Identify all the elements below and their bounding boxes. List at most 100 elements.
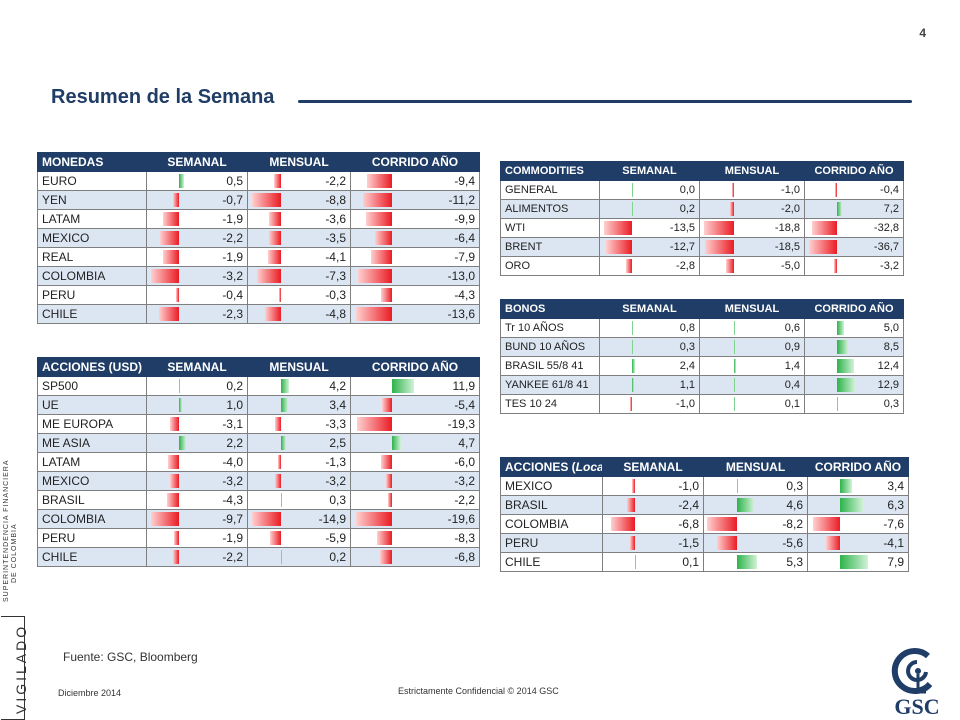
value-cell: -1,0 bbox=[699, 180, 805, 200]
value-cell: 1,0 bbox=[146, 395, 248, 415]
value-text: -2,2 bbox=[222, 230, 243, 245]
value-text: -3,2 bbox=[454, 473, 475, 488]
negative-bar bbox=[376, 531, 393, 545]
positive-bar bbox=[836, 378, 855, 392]
page-title: Resumen de la Semana bbox=[51, 86, 275, 108]
row-label: BRASIL bbox=[37, 490, 147, 510]
value-cell: -0,3 bbox=[247, 285, 351, 305]
value-text: -7,9 bbox=[454, 249, 475, 264]
positive-bar bbox=[179, 379, 181, 393]
value-text: -5,9 bbox=[325, 530, 346, 545]
value-cell: -7,6 bbox=[807, 514, 909, 534]
value-text: -2,2 bbox=[222, 549, 243, 564]
value-cell: -2,2 bbox=[146, 228, 248, 248]
positive-bar bbox=[733, 340, 735, 354]
row-label: SP500 bbox=[37, 376, 147, 396]
value-text: 1,4 bbox=[784, 359, 800, 372]
value-cell: 4,6 bbox=[703, 495, 808, 515]
commodities-table: COMMODITIES SEMANAL MENSUAL CORRIDO AÑO … bbox=[500, 161, 904, 276]
value-text: -19,3 bbox=[447, 416, 475, 431]
value-cell: 0,8 bbox=[599, 318, 700, 338]
value-cell: 3,4 bbox=[807, 476, 909, 496]
vigilado-stamp: VIGILADO SUPERINTENDENCIA FINANCIERA DE … bbox=[0, 440, 29, 720]
value-text: 7,2 bbox=[883, 202, 899, 215]
positive-bar bbox=[280, 398, 288, 412]
positive-bar bbox=[392, 436, 401, 450]
row-label: YEN bbox=[37, 190, 147, 210]
header-semanal: SEMANAL bbox=[599, 299, 700, 319]
table-header-row: COMMODITIES SEMANAL MENSUAL CORRIDO AÑO bbox=[500, 161, 904, 181]
footer-date: Diciembre 2014 bbox=[58, 688, 122, 698]
value-cell: -1,9 bbox=[146, 209, 248, 229]
negative-bar bbox=[611, 517, 636, 531]
table-row: CHILE -2,2 0,2 -6,8 bbox=[37, 547, 480, 567]
negative-bar bbox=[252, 193, 281, 207]
positive-bar bbox=[632, 183, 633, 197]
row-label: COLOMBIA bbox=[500, 514, 603, 534]
value-text: 12,4 bbox=[877, 359, 899, 372]
table-header-row: ACCIONES (USD) SEMANAL MENSUAL CORRIDO A… bbox=[37, 357, 480, 377]
row-label: BRASIL 55/8 41 bbox=[500, 356, 600, 376]
value-text: -2,3 bbox=[222, 306, 243, 321]
value-cell: -4,0 bbox=[146, 452, 248, 472]
value-text: 0,5 bbox=[226, 173, 243, 188]
value-cell: -2,0 bbox=[699, 199, 805, 219]
table-row: ME EUROPA -3,1 -3,3 -19,3 bbox=[37, 414, 480, 434]
positive-bar bbox=[179, 398, 183, 412]
value-cell: 5,0 bbox=[804, 318, 904, 338]
table-row: COLOMBIA -6,8 -8,2 -7,6 bbox=[500, 514, 909, 534]
value-text: 0,9 bbox=[784, 340, 800, 353]
value-text: -4,0 bbox=[222, 454, 243, 469]
value-cell: -6,4 bbox=[350, 228, 480, 248]
table-row: BRASIL 55/8 41 2,4 1,4 12,4 bbox=[500, 356, 904, 376]
negative-bar bbox=[388, 493, 393, 507]
negative-bar bbox=[269, 531, 281, 545]
value-text: -13,0 bbox=[447, 268, 475, 283]
value-cell: -3,1 bbox=[146, 414, 248, 434]
negative-bar bbox=[173, 531, 180, 545]
value-text: 0,4 bbox=[784, 378, 800, 391]
value-text: 5,3 bbox=[786, 554, 803, 569]
value-text: -6,8 bbox=[454, 549, 475, 564]
value-cell: 7,9 bbox=[807, 552, 909, 572]
row-label: Tr 10 AÑOS bbox=[500, 318, 600, 338]
value-cell: 3,4 bbox=[247, 395, 351, 415]
negative-bar bbox=[175, 288, 180, 302]
colombia-label: DE COLOMBIA bbox=[11, 523, 18, 583]
table-row: BUND 10 AÑOS 0,3 0,9 8,5 bbox=[500, 337, 904, 357]
value-text: -1,9 bbox=[222, 249, 243, 264]
value-text: -4,3 bbox=[222, 492, 243, 507]
negative-bar bbox=[725, 259, 734, 273]
header-corrido: CORRIDO AÑO bbox=[350, 357, 480, 377]
gsc-logo: GSC bbox=[884, 646, 954, 719]
value-cell: 0,4 bbox=[699, 375, 805, 395]
value-text: -0,3 bbox=[325, 287, 346, 302]
table-row: ME ASIA 2,2 2,5 4,7 bbox=[37, 433, 480, 453]
negative-bar bbox=[274, 417, 281, 431]
value-text: -5,4 bbox=[454, 397, 475, 412]
value-text: -7,6 bbox=[883, 516, 904, 531]
table-row: MEXICO -3,2 -3,2 -3,2 bbox=[37, 471, 480, 491]
row-label: CHILE bbox=[37, 547, 147, 567]
value-cell: -0,4 bbox=[804, 180, 904, 200]
value-cell: 1,1 bbox=[599, 375, 700, 395]
positive-bar bbox=[733, 378, 735, 392]
value-text: -2,2 bbox=[454, 492, 475, 507]
value-text: -4,1 bbox=[883, 535, 904, 550]
value-text: 8,5 bbox=[883, 340, 899, 353]
value-cell: -5,0 bbox=[699, 256, 805, 276]
monedas-table: MONEDAS SEMANAL MENSUAL CORRIDO AÑO EURO… bbox=[37, 152, 480, 324]
value-text: -8,8 bbox=[325, 192, 346, 207]
row-label: CHILE bbox=[37, 304, 147, 324]
value-cell: -7,3 bbox=[247, 266, 351, 286]
header-mensual: MENSUAL bbox=[703, 457, 808, 477]
header-semanal: SEMANAL bbox=[146, 152, 248, 172]
value-cell: -9,7 bbox=[146, 509, 248, 529]
value-text: 4,2 bbox=[329, 378, 346, 393]
value-cell: 0,3 bbox=[703, 476, 808, 496]
value-text: -8,2 bbox=[782, 516, 803, 531]
header-label: ACCIONES (USD) bbox=[37, 357, 147, 377]
value-cell: -12,7 bbox=[599, 237, 700, 257]
value-cell: 0,3 bbox=[247, 490, 351, 510]
value-text: -0,4 bbox=[880, 183, 899, 196]
